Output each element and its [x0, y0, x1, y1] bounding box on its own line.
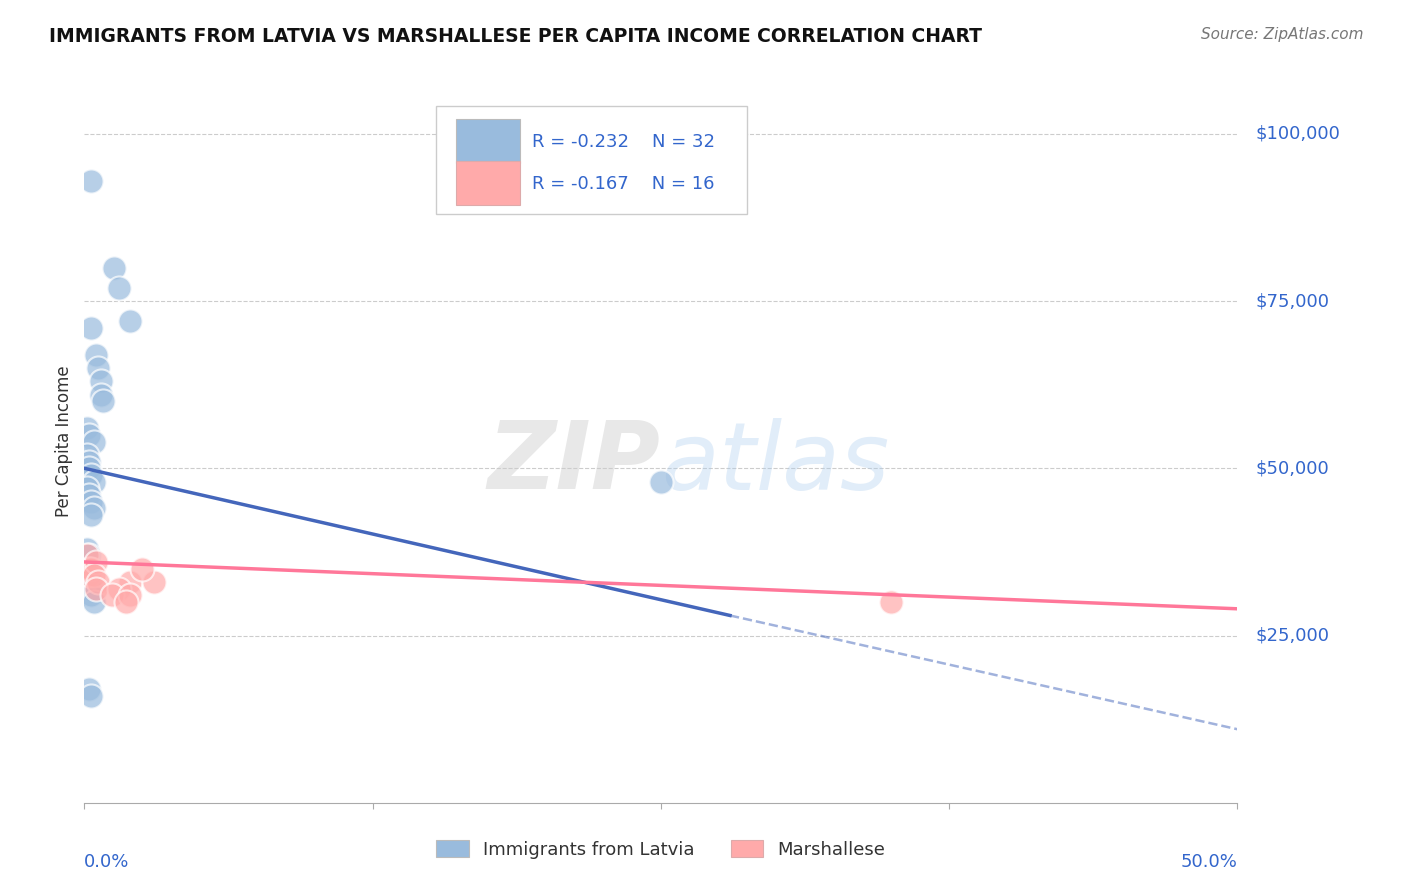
Point: [120, 314, 142, 328]
Point: [89, 387, 111, 401]
Text: Source: ZipAtlas.com: Source: ZipAtlas.com: [1201, 27, 1364, 42]
Point: [76, 548, 98, 563]
Text: $75,000: $75,000: [1256, 292, 1330, 310]
Point: [142, 575, 165, 590]
Point: [131, 562, 153, 576]
Point: [89, 375, 111, 389]
Point: [77, 575, 100, 590]
Point: [80, 320, 103, 334]
Point: [77, 461, 100, 475]
Point: [87, 361, 110, 376]
Text: ZIP: ZIP: [488, 417, 661, 509]
Point: [120, 575, 142, 590]
Text: R = -0.232    N = 32: R = -0.232 N = 32: [531, 133, 714, 151]
Point: [80, 589, 103, 603]
Point: [77, 562, 100, 576]
Point: [87, 575, 110, 590]
Text: atlas: atlas: [661, 417, 889, 508]
Point: [77, 681, 100, 696]
Point: [83, 475, 105, 489]
Point: [103, 260, 125, 275]
Point: [83, 501, 105, 516]
Text: 50.0%: 50.0%: [1181, 854, 1237, 871]
FancyBboxPatch shape: [436, 105, 748, 214]
Point: [80, 494, 103, 508]
Text: $25,000: $25,000: [1256, 626, 1330, 645]
Point: [83, 434, 105, 449]
Point: [650, 475, 672, 489]
Point: [84, 555, 107, 569]
Point: [91, 394, 114, 409]
Point: [77, 548, 100, 563]
Text: $50,000: $50,000: [1256, 459, 1330, 477]
Point: [84, 582, 107, 596]
Point: [83, 595, 105, 609]
FancyBboxPatch shape: [456, 120, 520, 163]
Point: [880, 595, 903, 609]
Point: [115, 595, 138, 609]
Point: [84, 348, 107, 362]
Legend: Immigrants from Latvia, Marshallese: Immigrants from Latvia, Marshallese: [429, 833, 893, 866]
Text: IMMIGRANTS FROM LATVIA VS MARSHALLESE PER CAPITA INCOME CORRELATION CHART: IMMIGRANTS FROM LATVIA VS MARSHALLESE PE…: [49, 27, 983, 45]
FancyBboxPatch shape: [456, 161, 520, 205]
Point: [120, 589, 142, 603]
Point: [80, 562, 103, 576]
Text: R = -0.167    N = 16: R = -0.167 N = 16: [531, 175, 714, 193]
Point: [80, 582, 103, 596]
Point: [76, 482, 98, 496]
Point: [77, 427, 100, 442]
Point: [77, 568, 100, 582]
Point: [108, 582, 131, 596]
Point: [80, 467, 103, 482]
Point: [101, 589, 124, 603]
Point: [77, 454, 100, 469]
Text: $100,000: $100,000: [1256, 125, 1340, 143]
Point: [76, 421, 98, 435]
Point: [80, 173, 103, 188]
Point: [108, 281, 131, 295]
Text: 0.0%: 0.0%: [84, 854, 129, 871]
Point: [83, 568, 105, 582]
Point: [76, 448, 98, 462]
Point: [80, 508, 103, 523]
Point: [77, 488, 100, 502]
Y-axis label: Per Capita Income: Per Capita Income: [55, 366, 73, 517]
Point: [80, 689, 103, 703]
Point: [76, 541, 98, 556]
